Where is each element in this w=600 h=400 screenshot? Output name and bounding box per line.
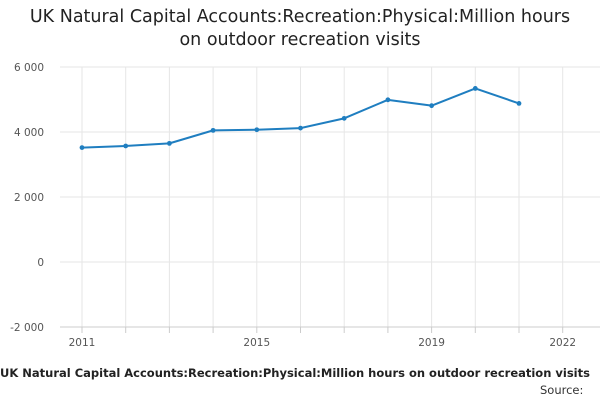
data-point xyxy=(167,140,172,146)
chart-title: UK Natural Capital Accounts:Recreation:P… xyxy=(29,7,571,50)
data-point xyxy=(516,101,522,106)
y-tick-label: 0 xyxy=(37,257,44,269)
x-tick-label: 2011 xyxy=(69,337,96,349)
y-tick-label: 4 000 xyxy=(14,127,44,139)
footer-source: Source: xyxy=(0,383,600,400)
footer-caption: UK Natural Capital Accounts:Recreation:P… xyxy=(0,366,590,380)
x-axis xyxy=(60,326,600,333)
source-label: Source: xyxy=(540,383,584,397)
x-tick-label: 2019 xyxy=(418,337,445,349)
data-point xyxy=(298,125,303,131)
data-point xyxy=(385,97,391,103)
data-point xyxy=(123,143,129,149)
series xyxy=(79,86,522,151)
data-point xyxy=(341,115,347,121)
y-tick-label: 2 000 xyxy=(14,192,44,204)
data-point xyxy=(79,145,85,151)
y-axis-tick-labels: -2 000 0 2 000 4 000 6 000 xyxy=(10,62,44,334)
y-tick-label: -2 000 xyxy=(10,322,44,334)
data-point xyxy=(429,103,434,109)
data-point xyxy=(210,127,216,133)
x-tick-label: 2022 xyxy=(549,337,576,349)
gridlines xyxy=(60,66,600,328)
data-point xyxy=(254,127,260,133)
data-point xyxy=(472,86,478,91)
y-tick-label: 6 000 xyxy=(14,62,44,74)
x-tick-label: 2015 xyxy=(243,337,270,349)
x-axis-tick-labels: 2011 2015 2019 2022 xyxy=(69,337,576,349)
